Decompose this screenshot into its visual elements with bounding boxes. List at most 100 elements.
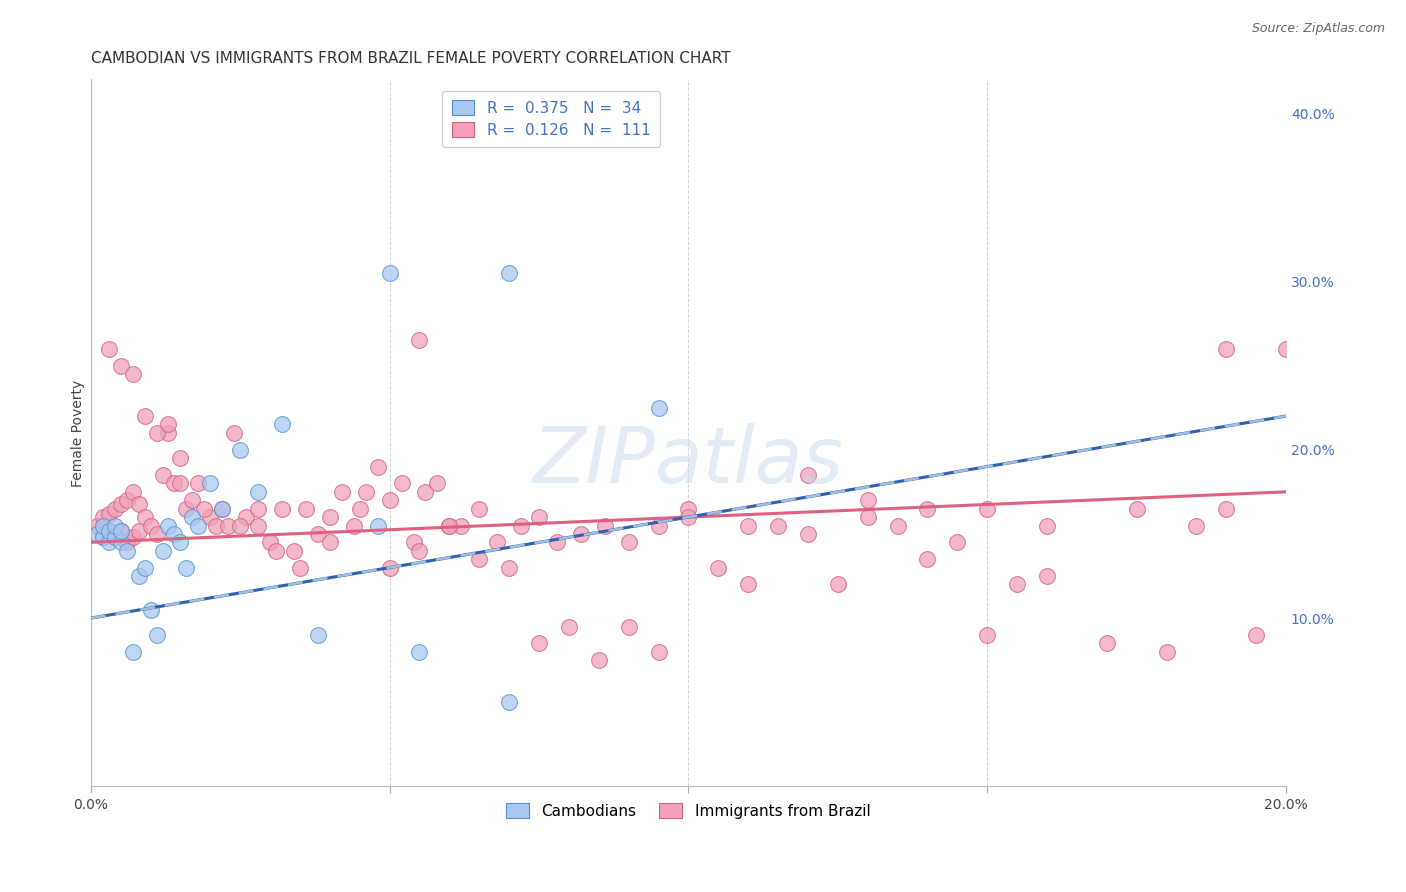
Point <box>527 636 550 650</box>
Point <box>415 484 437 499</box>
Point <box>115 535 138 549</box>
Point <box>187 518 209 533</box>
Point <box>235 510 257 524</box>
Point <box>486 535 509 549</box>
Point <box>408 543 430 558</box>
Point <box>307 527 329 541</box>
Point <box>247 501 270 516</box>
Point <box>247 484 270 499</box>
Point <box>134 510 156 524</box>
Point <box>678 510 700 524</box>
Point <box>1185 518 1208 533</box>
Point <box>647 518 669 533</box>
Point <box>121 367 143 381</box>
Point <box>647 401 669 415</box>
Point <box>1275 342 1298 356</box>
Point <box>856 510 879 524</box>
Point <box>157 518 180 533</box>
Point <box>200 510 222 524</box>
Point <box>163 476 186 491</box>
Point <box>558 619 581 633</box>
Point <box>295 501 318 516</box>
Point <box>97 524 120 538</box>
Point <box>128 569 150 583</box>
Point <box>145 527 167 541</box>
Point <box>271 501 294 516</box>
Point <box>145 628 167 642</box>
Point <box>678 501 700 516</box>
Point <box>976 501 998 516</box>
Point <box>617 535 640 549</box>
Point <box>169 476 191 491</box>
Point <box>211 501 233 516</box>
Point <box>510 518 533 533</box>
Point <box>211 501 233 516</box>
Point <box>169 535 191 549</box>
Point <box>200 476 222 491</box>
Point <box>110 497 132 511</box>
Point <box>110 524 132 538</box>
Point <box>367 459 389 474</box>
Point <box>439 518 461 533</box>
Point <box>169 451 191 466</box>
Point <box>976 628 998 642</box>
Point <box>1244 628 1267 642</box>
Point <box>330 484 353 499</box>
Point <box>319 535 342 549</box>
Point <box>157 425 180 440</box>
Point <box>408 334 430 348</box>
Point <box>1005 577 1028 591</box>
Point <box>271 417 294 432</box>
Point <box>229 442 252 457</box>
Point <box>367 518 389 533</box>
Point <box>187 476 209 491</box>
Point <box>91 530 114 544</box>
Point <box>307 628 329 642</box>
Point <box>856 493 879 508</box>
Point <box>737 518 759 533</box>
Point <box>283 543 305 558</box>
Point <box>193 501 215 516</box>
Point <box>176 501 198 516</box>
Point <box>110 535 132 549</box>
Point <box>259 535 281 549</box>
Y-axis label: Female Poverty: Female Poverty <box>72 379 86 486</box>
Point <box>121 530 143 544</box>
Point <box>593 518 616 533</box>
Point <box>104 501 127 516</box>
Point <box>86 518 108 533</box>
Point <box>205 518 228 533</box>
Point <box>1125 501 1147 516</box>
Point <box>886 518 908 533</box>
Point <box>378 493 401 508</box>
Point <box>181 510 204 524</box>
Point <box>97 535 120 549</box>
Point <box>391 476 413 491</box>
Point <box>97 507 120 521</box>
Point <box>946 535 969 549</box>
Point <box>827 577 849 591</box>
Point <box>1215 342 1237 356</box>
Point <box>426 476 449 491</box>
Point <box>707 560 730 574</box>
Point <box>1095 636 1118 650</box>
Point <box>139 518 162 533</box>
Point <box>145 425 167 440</box>
Point <box>288 560 311 574</box>
Point <box>121 484 143 499</box>
Point <box>468 501 491 516</box>
Point <box>408 645 430 659</box>
Point <box>110 359 132 373</box>
Point <box>91 518 114 533</box>
Point <box>152 543 174 558</box>
Point <box>224 425 246 440</box>
Point <box>450 518 472 533</box>
Point <box>546 535 568 549</box>
Point <box>91 530 114 544</box>
Point <box>498 266 520 280</box>
Point <box>152 468 174 483</box>
Text: ZIPatlas: ZIPatlas <box>533 423 844 500</box>
Text: CAMBODIAN VS IMMIGRANTS FROM BRAZIL FEMALE POVERTY CORRELATION CHART: CAMBODIAN VS IMMIGRANTS FROM BRAZIL FEMA… <box>91 51 731 66</box>
Point <box>181 493 204 508</box>
Text: Source: ZipAtlas.com: Source: ZipAtlas.com <box>1251 22 1385 36</box>
